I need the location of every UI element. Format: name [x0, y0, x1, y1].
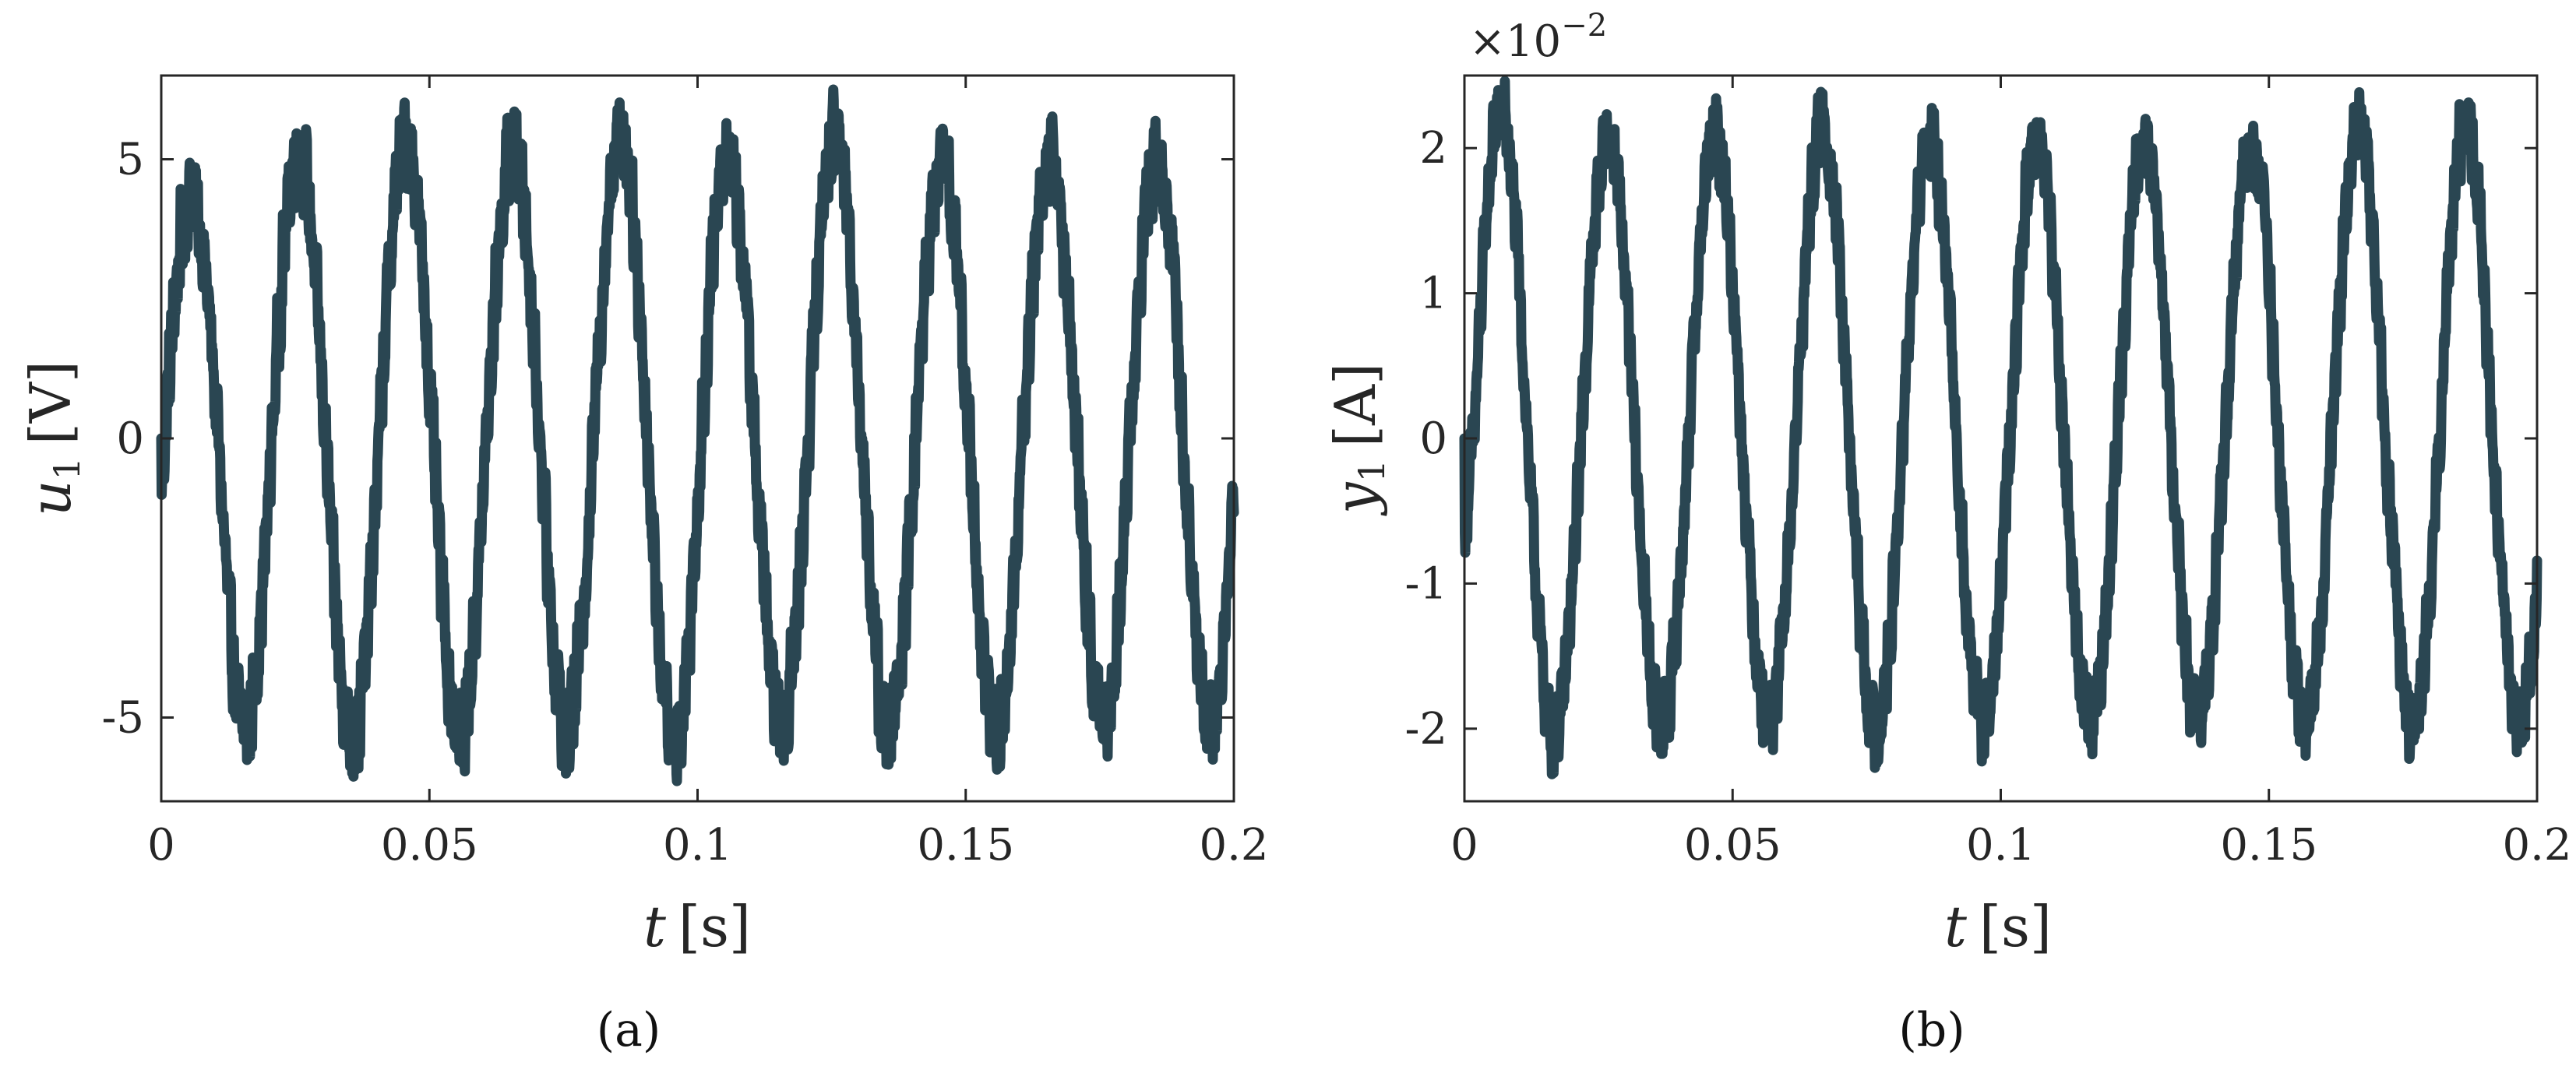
- panel-a-y-axis-label: u1[V]: [18, 361, 88, 516]
- panel-a-y-tick-label: -5: [101, 692, 144, 743]
- panel-b-x-tick-label: 0.2: [2502, 820, 2571, 871]
- panel-b-y-exponent: ×10−2: [1469, 8, 1607, 67]
- panel-a-x-axis-label: t [s]: [643, 894, 751, 959]
- panel-a-x-tick-label: 0: [147, 820, 175, 871]
- panel-b-y-axis-label: y1[A]: [1323, 363, 1393, 516]
- panel-a-caption: (a): [597, 1003, 661, 1057]
- panel-a-x-tick-label: 0.15: [917, 820, 1014, 871]
- panel-b-x-axis-label: t [s]: [1944, 894, 2052, 959]
- panel-b-caption: (b): [1898, 1003, 1965, 1057]
- panel-a-series-line: [156, 84, 1239, 786]
- panel-a-plot-area: [156, 84, 1239, 786]
- panel-b-ticks: 0 0.05 0.1 0.15 0.2 -2 -1 0 1 2: [1404, 76, 2572, 871]
- panel-a-x-tick-label: 0.2: [1199, 820, 1268, 871]
- panel-b-x-tick-label: 0: [1450, 820, 1478, 871]
- panel-b-series-line: [1459, 76, 2543, 779]
- panel-a-y-tick-label: 0: [116, 413, 144, 464]
- panel-a-ticks: 0 0.05 0.1 0.15 0.2 -5 0 5: [101, 76, 1269, 871]
- panel-b-plot-area: [1459, 76, 2543, 779]
- panel-a-y-tick-label: 5: [116, 135, 144, 185]
- panel-b-y-tick-label: 1: [1419, 269, 1447, 319]
- panel-b-x-tick-label: 0.1: [1966, 820, 2035, 871]
- panel-b-y-tick-label: -2: [1404, 704, 1447, 755]
- panel-b-x-tick-label: 0.05: [1684, 820, 1781, 871]
- panel-b-y-tick-label: -1: [1404, 558, 1447, 609]
- panel-b-x-tick-label: 0.15: [2220, 820, 2317, 871]
- panel-b-y-tick-label: 0: [1419, 413, 1447, 464]
- panel-a-chart: 0 0.05 0.1 0.15 0.2 -5 0 5 u1[V] t [s] (a): [18, 74, 1269, 1057]
- panel-b-y-tick-label: 2: [1419, 123, 1447, 174]
- panel-a-x-tick-label: 0.05: [381, 820, 478, 871]
- panel-a-x-tick-label: 0.1: [663, 820, 732, 871]
- panel-b-axes-frame: [1463, 74, 2539, 803]
